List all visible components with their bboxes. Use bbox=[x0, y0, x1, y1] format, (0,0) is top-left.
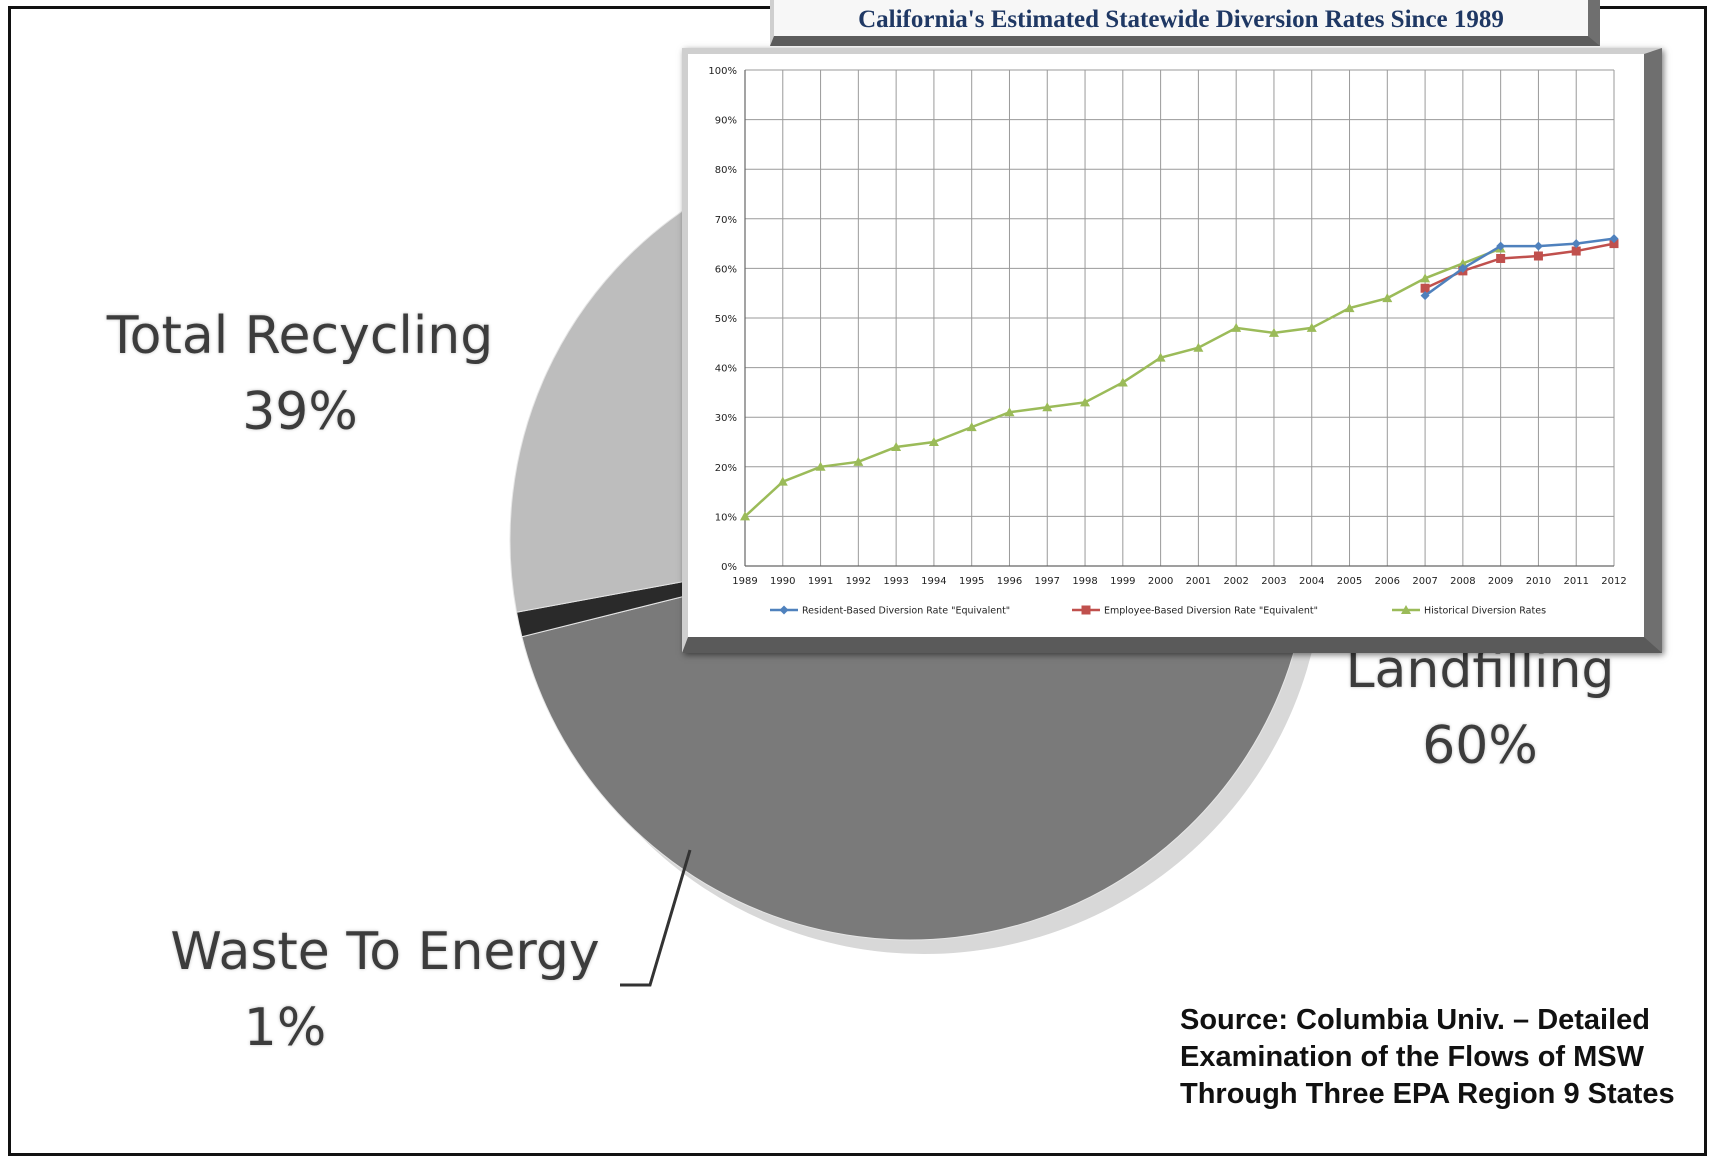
data-point bbox=[966, 422, 977, 432]
data-point bbox=[1344, 303, 1355, 313]
x-tick-label: 2001 bbox=[1186, 576, 1211, 587]
x-tick-label: 2005 bbox=[1337, 576, 1362, 587]
data-point bbox=[1193, 342, 1204, 352]
data-point bbox=[1382, 293, 1393, 303]
x-tick-label: 2002 bbox=[1223, 576, 1248, 587]
data-point bbox=[1004, 407, 1015, 417]
legend-marker bbox=[1081, 605, 1091, 615]
y-tick-label: 50% bbox=[715, 314, 737, 325]
x-tick-label: 2007 bbox=[1412, 576, 1437, 587]
data-point bbox=[1420, 283, 1430, 293]
data-point bbox=[1420, 273, 1431, 283]
data-point bbox=[891, 441, 902, 451]
data-point bbox=[1571, 239, 1581, 249]
inset-title-box: California's Estimated Statewide Diversi… bbox=[770, 0, 1600, 46]
x-tick-label: 2009 bbox=[1488, 576, 1513, 587]
data-point bbox=[1117, 377, 1128, 387]
x-tick-label: 1995 bbox=[959, 576, 984, 587]
x-tick-label: 1990 bbox=[770, 576, 795, 587]
y-tick-label: 70% bbox=[715, 215, 737, 226]
energy-leader-line bbox=[620, 849, 692, 987]
y-tick-label: 30% bbox=[715, 413, 737, 424]
data-point bbox=[1080, 397, 1091, 407]
y-tick-label: 20% bbox=[715, 463, 737, 474]
legend-label: Employee-Based Diversion Rate "Equivalen… bbox=[1104, 606, 1318, 617]
data-point bbox=[853, 456, 864, 466]
pie-label-recycling: Total Recycling 39% bbox=[90, 298, 510, 450]
x-tick-label: 1996 bbox=[997, 576, 1022, 587]
y-tick-label: 40% bbox=[715, 364, 737, 375]
pie-label-energy: Waste To Energy 1% bbox=[120, 914, 650, 1066]
pie-label-landfilling: Landfilling 60% bbox=[1330, 632, 1630, 784]
inset-chart-title: California's Estimated Statewide Diversi… bbox=[858, 6, 1504, 33]
x-tick-label: 2008 bbox=[1450, 576, 1475, 587]
series-line-0 bbox=[1424, 237, 1615, 297]
y-tick-label: 80% bbox=[715, 165, 737, 176]
data-point bbox=[1609, 239, 1619, 249]
data-point bbox=[1458, 263, 1468, 273]
data-point bbox=[928, 437, 939, 446]
x-tick-label: 2004 bbox=[1299, 576, 1324, 587]
data-point bbox=[1155, 352, 1166, 362]
legend-marker bbox=[1401, 605, 1411, 614]
legend-label: Historical Diversion Rates bbox=[1424, 606, 1546, 617]
data-point bbox=[740, 511, 750, 521]
data-point bbox=[1306, 322, 1317, 332]
data-point bbox=[1496, 253, 1506, 263]
y-tick-label: 10% bbox=[715, 512, 737, 523]
x-tick-label: 1998 bbox=[1072, 576, 1097, 587]
x-tick-label: 2011 bbox=[1563, 576, 1588, 587]
data-point bbox=[815, 461, 826, 471]
x-tick-label: 1991 bbox=[808, 576, 833, 587]
legend-label: Resident-Based Diversion Rate "Equivalen… bbox=[802, 606, 1010, 617]
x-tick-label: 2012 bbox=[1601, 576, 1626, 587]
x-tick-label: 1999 bbox=[1110, 576, 1135, 587]
data-point bbox=[1533, 241, 1543, 251]
y-tick-label: 60% bbox=[715, 264, 737, 275]
data-point bbox=[1457, 258, 1468, 268]
inset-chart-panel bbox=[682, 48, 1662, 653]
x-tick-label: 1992 bbox=[846, 576, 871, 587]
pie-label-landfilling-value: 60% bbox=[1422, 716, 1538, 776]
x-tick-label: 1993 bbox=[883, 576, 908, 587]
x-tick-label: 1994 bbox=[921, 576, 946, 587]
data-point bbox=[1571, 246, 1581, 256]
pie-label-recycling-name: Total Recycling bbox=[106, 306, 494, 366]
data-point bbox=[777, 476, 788, 486]
y-tick-label: 90% bbox=[715, 116, 737, 127]
data-point bbox=[1042, 402, 1053, 412]
x-tick-label: 2000 bbox=[1148, 576, 1173, 587]
legend-marker bbox=[779, 605, 789, 615]
pie-label-recycling-value: 39% bbox=[242, 382, 358, 442]
source-note: Source: Columbia Univ. – Detailed Examin… bbox=[1180, 1004, 1675, 1110]
data-point bbox=[1420, 291, 1430, 301]
data-point bbox=[1231, 322, 1242, 332]
data-point bbox=[1533, 251, 1543, 261]
x-tick-label: 2006 bbox=[1375, 576, 1400, 587]
data-point bbox=[1268, 327, 1279, 337]
line-chart: 0% 10% 20% 30% 40% 50% 60% 70% 80% 90% 100% 1989 199… bbox=[708, 66, 1626, 617]
x-tick-label: 2010 bbox=[1526, 576, 1551, 587]
y-tick-label: 100% bbox=[708, 66, 737, 77]
data-point bbox=[1609, 234, 1619, 244]
data-point bbox=[1496, 241, 1506, 251]
x-tick-label: 2003 bbox=[1261, 576, 1286, 587]
x-tick-label: 1989 bbox=[732, 576, 757, 587]
pie-label-energy-name: Waste To Energy bbox=[170, 922, 600, 982]
pie-label-energy-value: 1% bbox=[243, 998, 327, 1058]
x-tick-label: 1997 bbox=[1035, 576, 1060, 587]
y-tick-label: 0% bbox=[721, 562, 737, 573]
